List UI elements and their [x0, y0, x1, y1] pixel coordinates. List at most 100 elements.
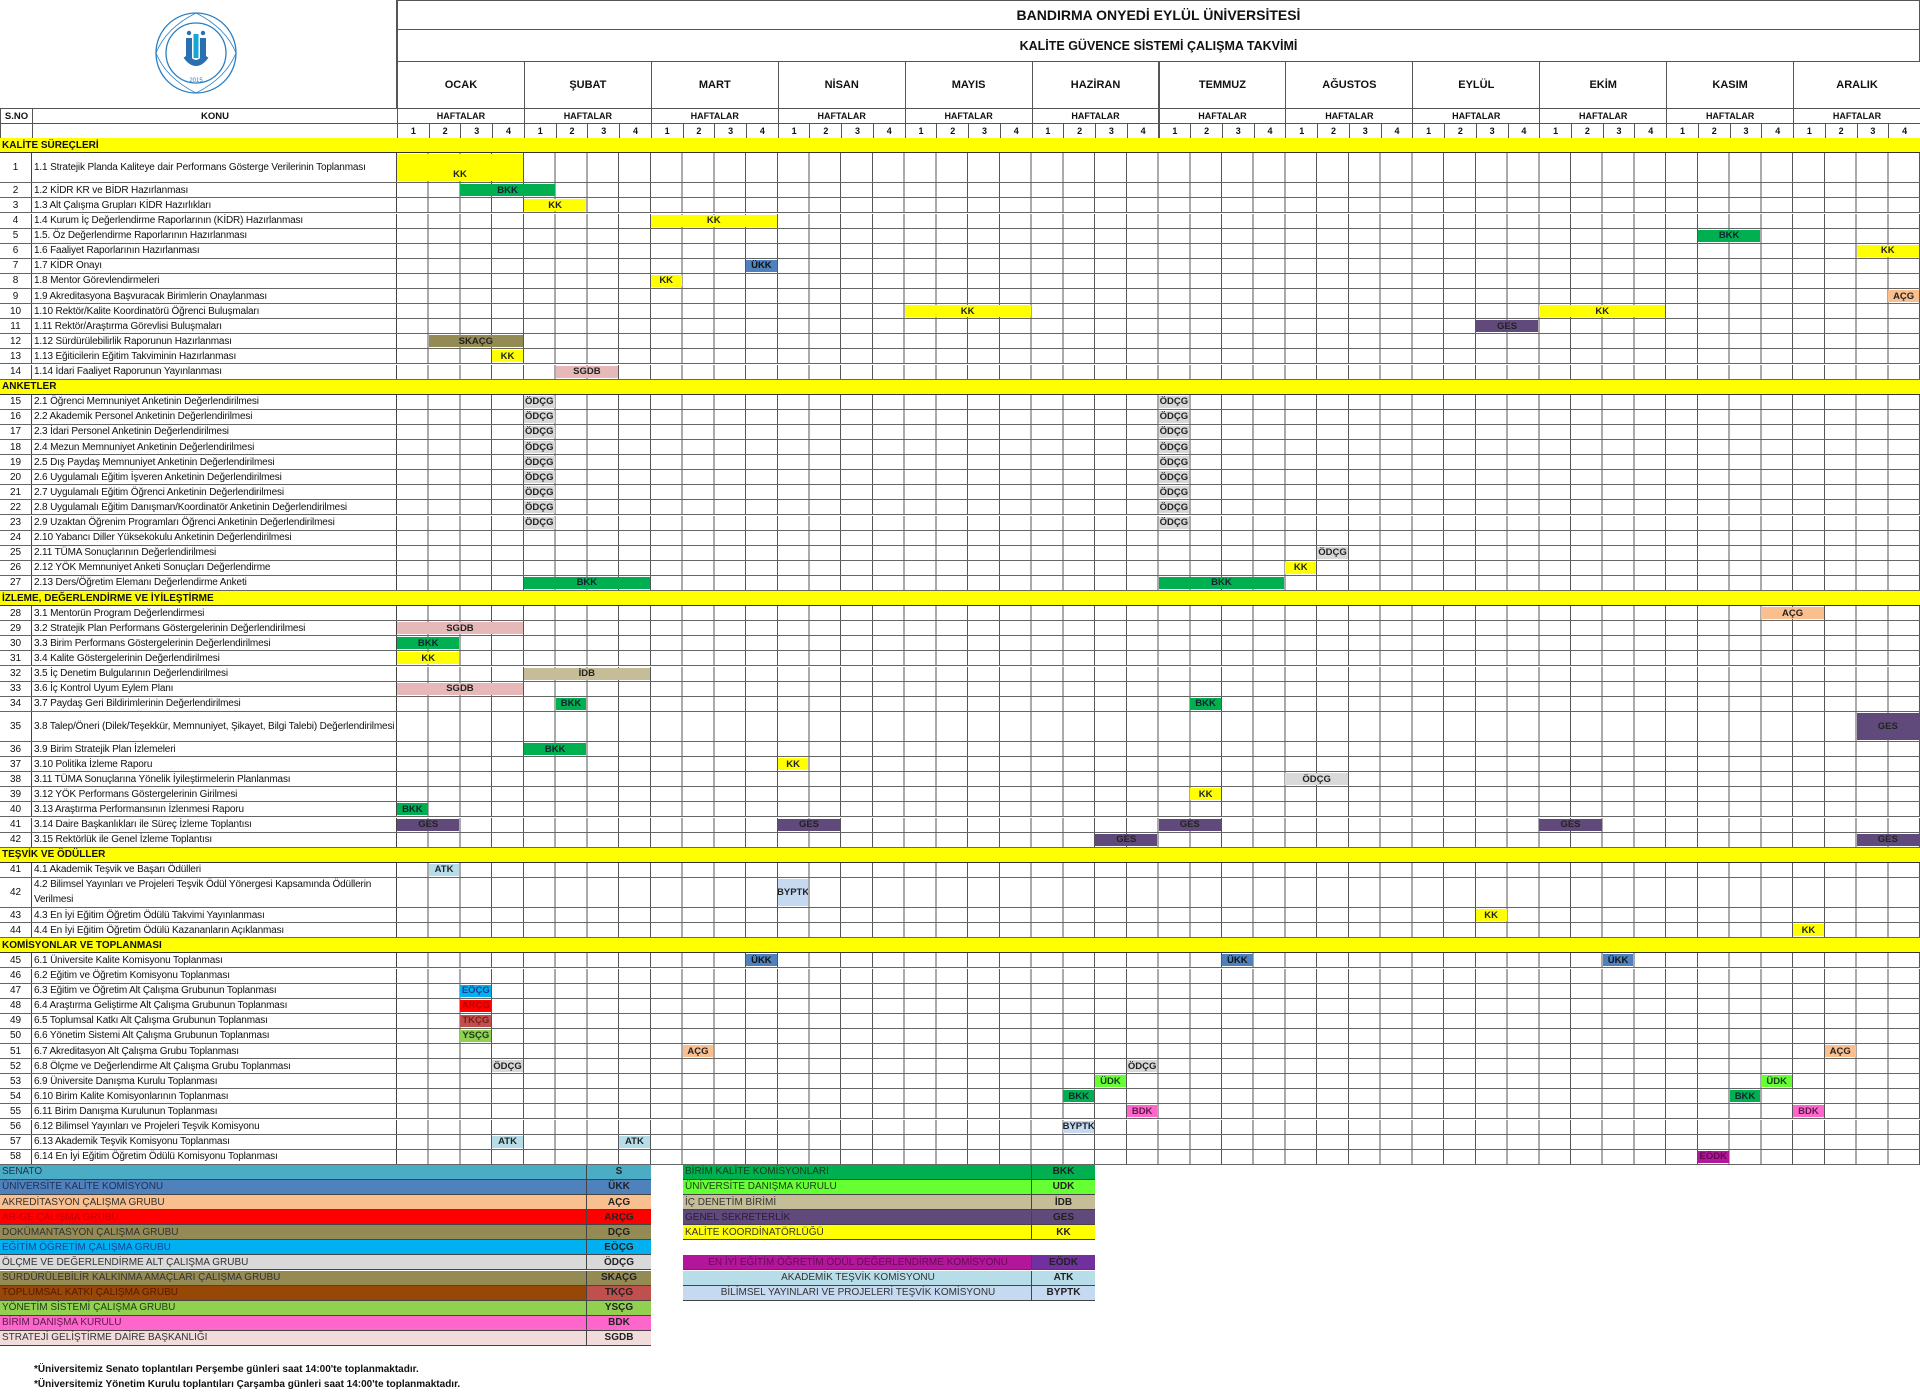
schedule-bar-bkk[interactable]: BKK — [1729, 1090, 1761, 1103]
schedule-bar-bkk[interactable]: BKK — [397, 803, 428, 816]
week-cells: GES — [397, 711, 1920, 741]
schedule-bar-kk[interactable]: KK — [650, 214, 777, 227]
schedule-bar-kk[interactable]: KK — [650, 274, 682, 287]
schedule-bar-o-dc-g[interactable]: ÖDÇG — [492, 1060, 523, 1073]
schedule-bar-kk[interactable]: KK — [397, 154, 523, 182]
table-row: 21 2.7 Uygulamalı Eğitim Öğrenci Anketini… — [0, 485, 1920, 501]
schedule-bar-bkk[interactable]: BKK — [523, 743, 587, 756]
schedule-bar-arc-g[interactable]: ARÇG — [460, 999, 492, 1012]
schedule-bar-kk[interactable]: KK — [1856, 244, 1919, 257]
schedule-bar-eo-dk[interactable]: EÖDK — [1697, 1150, 1729, 1163]
schedule-bar-kk[interactable]: KK — [904, 305, 1031, 318]
schedule-bar-eo-c-g[interactable]: EÖÇG — [460, 984, 492, 997]
schedule-bar-o-dc-g[interactable]: ÖDÇG — [523, 471, 555, 484]
schedule-bar-ges[interactable]: GES — [1856, 712, 1919, 740]
schedule-bar-u-dk[interactable]: ÜDK — [1761, 1075, 1793, 1088]
schedule-bar-kk[interactable]: KK — [1190, 788, 1221, 801]
schedule-bar-ac-g[interactable]: AÇG — [1761, 607, 1824, 620]
schedule-bar-bkk[interactable]: BKK — [460, 184, 555, 197]
row-number: 43 — [0, 908, 32, 923]
schedule-bar-ges[interactable]: GES — [397, 818, 460, 831]
schedule-bar-u-kk[interactable]: ÜKK — [1602, 954, 1634, 967]
schedule-bar-bkk[interactable]: BKK — [523, 576, 650, 589]
legend-code: BYPTK — [1031, 1285, 1095, 1300]
schedule-bar-o-dc-g[interactable]: ÖDÇG — [523, 441, 555, 454]
row-topic: 3.5 İç Denetim Bulgularının Değerlendiri… — [32, 666, 397, 681]
week-number: 3 — [1729, 123, 1763, 139]
schedule-bar-u-kk[interactable]: ÜKK — [746, 259, 777, 272]
week-number: 3 — [1602, 123, 1636, 139]
schedule-bar-atk[interactable]: ATK — [619, 1135, 650, 1148]
week-cells: BKK — [397, 742, 1920, 757]
schedule-bar-kk[interactable]: KK — [397, 652, 460, 665]
schedule-bar-bkk[interactable]: BKK — [555, 697, 587, 710]
schedule-bar-atk[interactable]: ATK — [492, 1135, 523, 1148]
schedule-bar-o-dc-g[interactable]: ÖDÇG — [1158, 425, 1190, 438]
schedule-bar-sgdb[interactable]: SGDB — [397, 622, 523, 635]
schedule-bar-o-dc-g[interactable]: ÖDÇG — [523, 501, 555, 514]
schedule-bar-o-dc-g[interactable]: ÖDÇG — [523, 516, 555, 529]
schedule-bar-byptk[interactable]: BYPTK — [1063, 1120, 1095, 1133]
schedule-bar-bkk[interactable]: BKK — [397, 637, 460, 650]
schedule-bar-o-dc-g[interactable]: ÖDÇG — [523, 425, 555, 438]
legend-item-byptk: BİLİMSEL YAYINLARI VE PROJELERİ TEŞVİK K… — [683, 1285, 1095, 1301]
schedule-bar-ges[interactable]: GES — [1158, 818, 1221, 831]
schedule-bar-kk[interactable]: KK — [1793, 924, 1824, 937]
schedule-bar-atk[interactable]: ATK — [428, 863, 460, 876]
schedule-bar-o-dc-g[interactable]: ÖDÇG — [523, 395, 555, 408]
schedule-bar-ges[interactable]: GES — [1856, 833, 1919, 846]
schedule-bar-ges[interactable]: GES — [1475, 320, 1539, 333]
schedule-bar-o-dc-g[interactable]: ÖDÇG — [523, 410, 555, 423]
schedule-bar-o-dc-g[interactable]: ÖDÇG — [1158, 516, 1190, 529]
schedule-bar-u-dk[interactable]: ÜDK — [1095, 1075, 1126, 1088]
schedule-bar-ac-g[interactable]: AÇG — [1888, 290, 1919, 303]
schedule-bar-o-dc-g[interactable]: ÖDÇG — [523, 486, 555, 499]
legend-code: DÇG — [586, 1225, 651, 1240]
schedule-bar-byptk[interactable]: BYPTK — [777, 878, 809, 907]
row-number: 27 — [0, 575, 32, 590]
table-row: 9 1.9 Akreditasyona Başvuracak Birimlerin… — [0, 289, 1920, 305]
schedule-bar-tkc-g[interactable]: TKÇG — [460, 1014, 492, 1027]
schedule-bar-ges[interactable]: GES — [1539, 818, 1602, 831]
schedule-bar-kk[interactable]: KK — [1285, 561, 1317, 574]
schedule-bar-bkk[interactable]: BKK — [1697, 229, 1761, 242]
week-number: 4 — [1126, 123, 1160, 139]
schedule-bar-kk[interactable]: KK — [1475, 909, 1507, 922]
schedule-bar-ac-g[interactable]: AÇG — [1824, 1045, 1856, 1058]
schedule-bar-o-dc-g[interactable]: ÖDÇG — [1158, 486, 1190, 499]
schedule-bar-u-kk[interactable]: ÜKK — [746, 954, 777, 967]
schedule-bar-bkk[interactable]: BKK — [1063, 1090, 1095, 1103]
schedule-bar-u-kk[interactable]: ÜKK — [1221, 954, 1253, 967]
schedule-bar-o-dc-g[interactable]: ÖDÇG — [1158, 456, 1190, 469]
schedule-bar-o-dc-g[interactable]: ÖDÇG — [523, 456, 555, 469]
week-number: 4 — [1761, 123, 1795, 139]
schedule-bar-o-dc-g[interactable]: ÖDÇG — [1158, 501, 1190, 514]
schedule-bar-bdk[interactable]: BDK — [1793, 1105, 1824, 1118]
row-number: 41 — [0, 862, 32, 877]
schedule-bar-bkk[interactable]: BKK — [1190, 697, 1221, 710]
row-topic: 1.1 Stratejik Planda Kaliteye dair Perfo… — [32, 153, 397, 183]
schedule-bar-skac-g[interactable]: SKAÇG — [428, 335, 523, 348]
schedule-bar-o-dc-g[interactable]: ÖDÇG — [1285, 773, 1348, 786]
schedule-bar-i-db[interactable]: İDB — [523, 667, 650, 680]
schedule-bar-ysc-g[interactable]: YSÇG — [460, 1029, 492, 1042]
schedule-bar-bkk[interactable]: BKK — [1158, 576, 1285, 589]
schedule-bar-kk[interactable]: KK — [523, 199, 587, 212]
schedule-bar-kk[interactable]: KK — [1539, 305, 1666, 318]
schedule-bar-o-dc-g[interactable]: ÖDÇG — [1126, 1060, 1158, 1073]
schedule-bar-o-dc-g[interactable]: ÖDÇG — [1158, 471, 1190, 484]
schedule-bar-ac-g[interactable]: AÇG — [682, 1045, 714, 1058]
schedule-bar-sgdb[interactable]: SGDB — [555, 365, 619, 378]
schedule-bar-ges[interactable]: GES — [777, 818, 841, 831]
schedule-bar-o-dc-g[interactable]: ÖDÇG — [1158, 395, 1190, 408]
schedule-bar-sgdb[interactable]: SGDB — [397, 682, 523, 695]
schedule-bar-ges[interactable]: GES — [1095, 833, 1158, 846]
schedule-bar-bdk[interactable]: BDK — [1126, 1105, 1158, 1118]
schedule-bar-kk[interactable]: KK — [777, 758, 809, 771]
week-cells: BKK BKK — [397, 1089, 1920, 1104]
schedule-bar-o-dc-g[interactable]: ÖDÇG — [1158, 410, 1190, 423]
schedule-bar-o-dc-g[interactable]: ÖDÇG — [1158, 441, 1190, 454]
row-topic: 2.3 İdari Personel Anketinin Değerlendir… — [32, 424, 397, 439]
schedule-bar-o-dc-g[interactable]: ÖDÇG — [1317, 546, 1348, 559]
schedule-bar-kk[interactable]: KK — [492, 350, 523, 363]
